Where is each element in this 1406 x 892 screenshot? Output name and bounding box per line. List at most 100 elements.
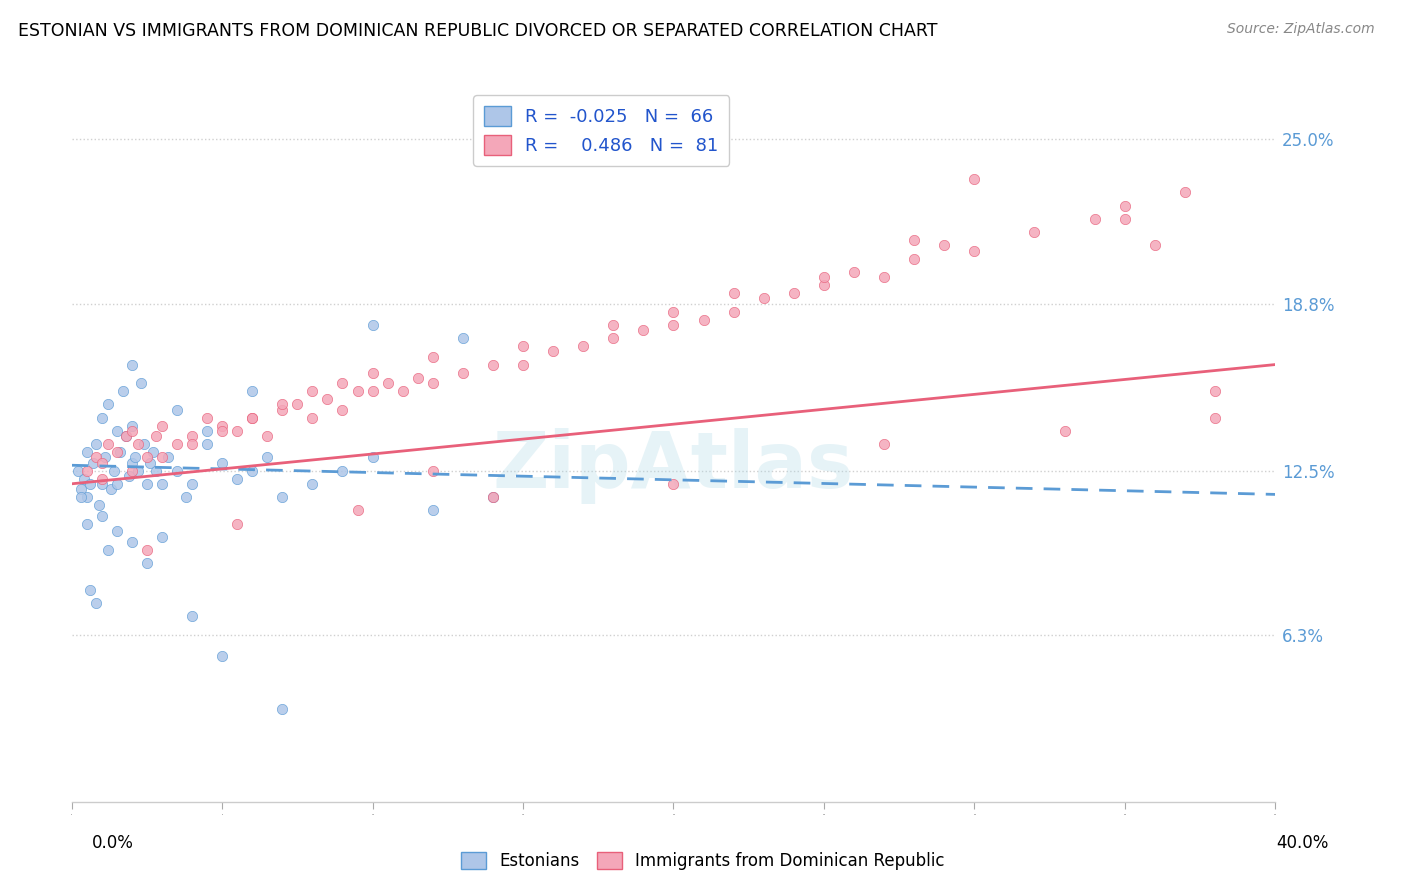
Text: 40.0%: 40.0% — [1277, 834, 1329, 852]
Text: Source: ZipAtlas.com: Source: ZipAtlas.com — [1227, 22, 1375, 37]
Point — [79, 476, 101, 491]
Point — [166, 464, 188, 478]
Point — [1024, 225, 1046, 239]
Point — [121, 456, 143, 470]
Point — [105, 445, 128, 459]
Point — [150, 530, 173, 544]
Point — [271, 397, 294, 411]
Point — [90, 508, 112, 523]
Point — [346, 503, 368, 517]
Point — [129, 376, 152, 391]
Point — [301, 476, 323, 491]
Point — [90, 476, 112, 491]
Point — [139, 456, 162, 470]
Point — [127, 464, 149, 478]
Point — [752, 291, 775, 305]
Point — [84, 437, 107, 451]
Point — [723, 286, 745, 301]
Point — [145, 429, 167, 443]
Point — [482, 358, 505, 372]
Point — [76, 464, 98, 478]
Point — [541, 344, 564, 359]
Point — [240, 410, 263, 425]
Text: 0.0%: 0.0% — [91, 834, 134, 852]
Point — [145, 464, 167, 478]
Point — [332, 376, 354, 391]
Point — [94, 450, 117, 465]
Point — [451, 366, 474, 380]
Point — [87, 498, 110, 512]
Point — [361, 450, 384, 465]
Point — [361, 366, 384, 380]
Point — [114, 429, 136, 443]
Point — [142, 445, 165, 459]
Point — [256, 429, 278, 443]
Point — [451, 331, 474, 345]
Point — [1204, 410, 1226, 425]
Point — [422, 503, 444, 517]
Point — [97, 397, 120, 411]
Point — [482, 490, 505, 504]
Point — [903, 233, 925, 247]
Point — [361, 384, 384, 398]
Point — [76, 445, 98, 459]
Point — [934, 238, 956, 252]
Point — [121, 358, 143, 372]
Text: ZipAtlas: ZipAtlas — [494, 427, 853, 503]
Point — [103, 464, 125, 478]
Point — [377, 376, 399, 391]
Point — [422, 376, 444, 391]
Point — [156, 450, 179, 465]
Point — [873, 270, 896, 285]
Point — [240, 464, 263, 478]
Point — [285, 397, 308, 411]
Point — [391, 384, 413, 398]
Point — [903, 252, 925, 266]
Point — [226, 516, 249, 531]
Point — [76, 516, 98, 531]
Point — [105, 424, 128, 438]
Point — [150, 418, 173, 433]
Point — [90, 456, 112, 470]
Point — [602, 331, 624, 345]
Point — [84, 450, 107, 465]
Point — [73, 471, 96, 485]
Point — [150, 476, 173, 491]
Point — [1204, 384, 1226, 398]
Point — [240, 384, 263, 398]
Point — [1084, 211, 1107, 226]
Point — [963, 172, 986, 186]
Point — [332, 464, 354, 478]
Point — [97, 437, 120, 451]
Point — [69, 482, 91, 496]
Point — [406, 371, 429, 385]
Point — [346, 384, 368, 398]
Point — [66, 464, 89, 478]
Point — [84, 596, 107, 610]
Point — [572, 339, 595, 353]
Point — [166, 437, 188, 451]
Point — [127, 437, 149, 451]
Point — [97, 543, 120, 558]
Point — [90, 471, 112, 485]
Point — [82, 456, 104, 470]
Point — [105, 524, 128, 539]
Point — [662, 304, 685, 318]
Point — [1114, 211, 1136, 226]
Point — [692, 312, 714, 326]
Point — [195, 410, 218, 425]
Point — [124, 450, 146, 465]
Point — [135, 476, 157, 491]
Point — [69, 490, 91, 504]
Point — [633, 323, 655, 337]
Point — [783, 286, 806, 301]
Point — [422, 350, 444, 364]
Point — [181, 609, 204, 624]
Point — [121, 418, 143, 433]
Point — [226, 471, 249, 485]
Point — [181, 429, 204, 443]
Point — [132, 437, 155, 451]
Point — [135, 556, 157, 570]
Point — [512, 358, 534, 372]
Point — [1053, 424, 1076, 438]
